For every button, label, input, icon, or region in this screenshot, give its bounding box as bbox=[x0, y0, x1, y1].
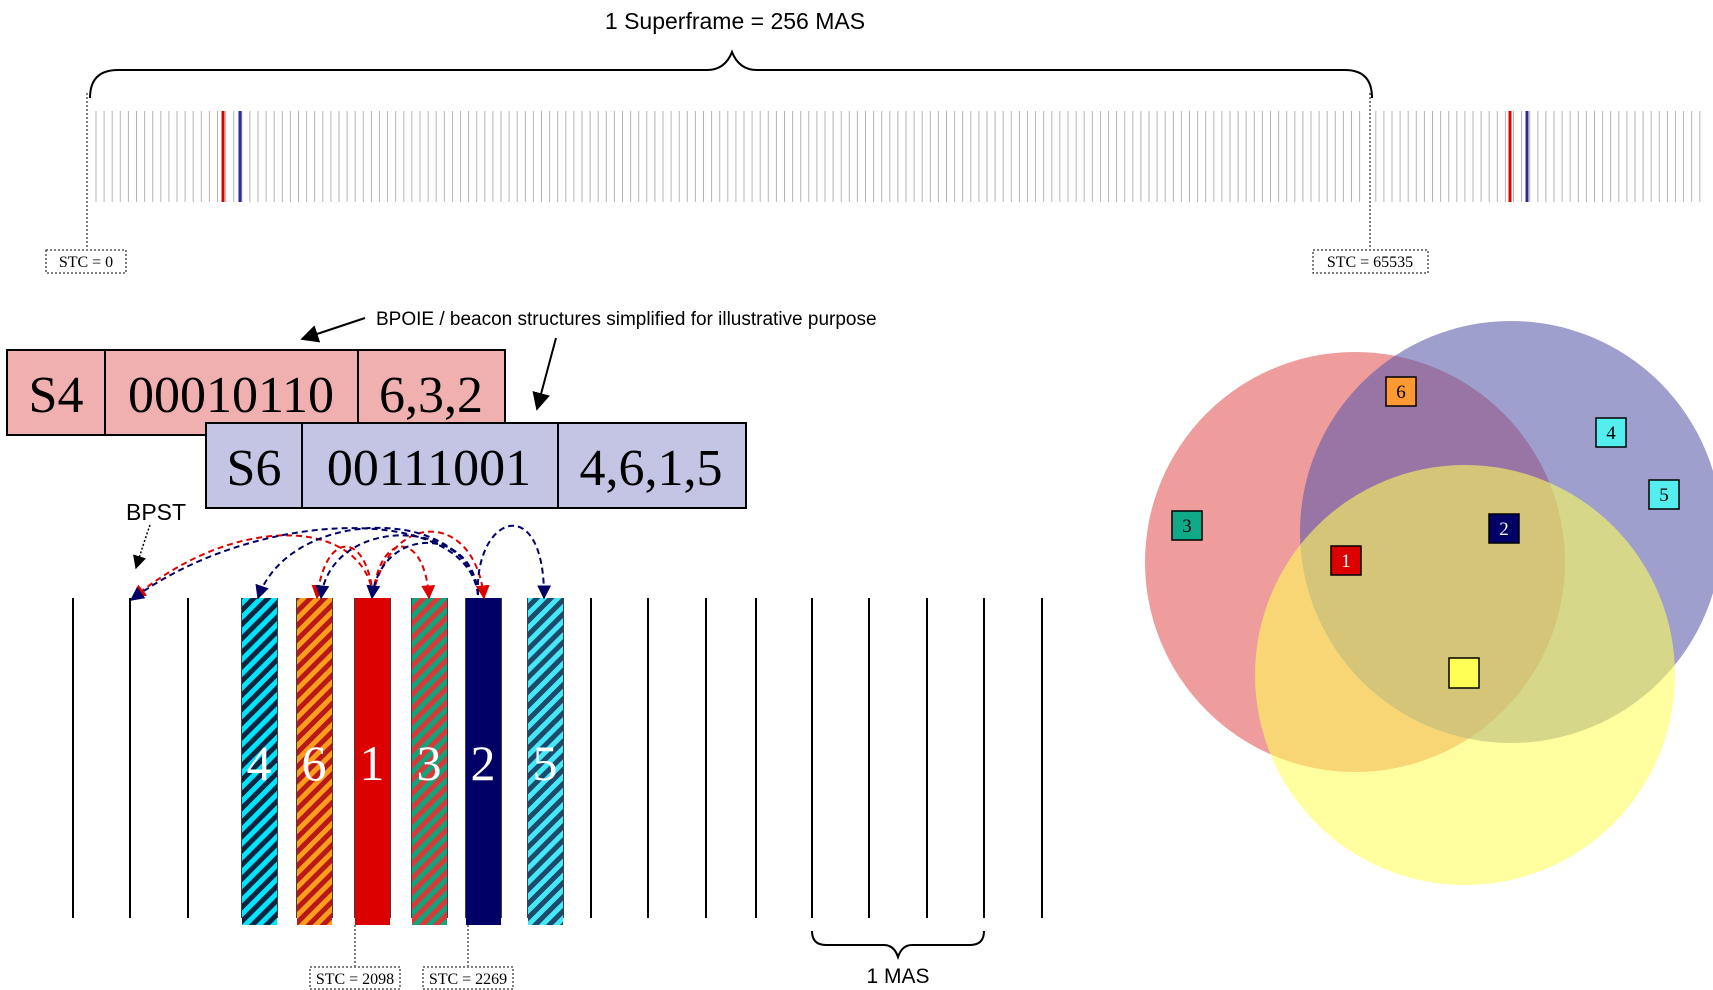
note-arrow-s6 bbox=[532, 337, 557, 411]
beacon-s4-neighbors: 6,3,2 bbox=[379, 367, 483, 424]
arrow-s6-slot6 bbox=[315, 534, 479, 600]
arrow-s6-slot5 bbox=[476, 524, 552, 600]
node-4 bbox=[1595, 417, 1627, 448]
superframe-brace bbox=[89, 49, 1373, 99]
mas-tick-lines bbox=[95, 111, 1701, 202]
arrow-s4-slot6 bbox=[311, 545, 374, 600]
node-2 bbox=[1488, 513, 1520, 544]
beacon-slot-6 bbox=[297, 598, 332, 925]
arrow-s6-bpst bbox=[129, 527, 479, 601]
node-5 bbox=[1648, 479, 1680, 510]
beacon-s4-frame bbox=[6, 349, 506, 436]
mas-brace bbox=[811, 930, 985, 961]
neighborhood-venn: 6 4 5 3 2 1 bbox=[1145, 321, 1713, 885]
node-1 bbox=[1330, 545, 1362, 576]
slot-label-2: 2 bbox=[471, 735, 496, 791]
beacon-s6-frame bbox=[205, 422, 747, 509]
node-5-label: 5 bbox=[1659, 485, 1669, 506]
beacon-slot-5 bbox=[528, 598, 563, 925]
slot-label-5: 5 bbox=[533, 735, 558, 791]
arrow-s4-slot2 bbox=[372, 530, 490, 600]
slot-label-4: 4 bbox=[247, 735, 272, 791]
slot-stc-right-label: STC = 2269 bbox=[429, 971, 507, 988]
node-6-label: 6 bbox=[1396, 382, 1406, 403]
beacon-s6: S6 00111001 4,6,1,5 bbox=[205, 422, 747, 509]
node-3-label: 3 bbox=[1182, 516, 1192, 537]
beacon-slots: 4 6 1 3 2 5 bbox=[242, 598, 563, 925]
node-4-label: 4 bbox=[1606, 423, 1616, 444]
slot-stc-right-box bbox=[422, 966, 514, 990]
stc-start-label: STC = 0 bbox=[59, 254, 113, 271]
bpst-pointer bbox=[133, 524, 151, 570]
beacon-slot-3 bbox=[412, 598, 447, 925]
beacon-s4-bitmap: 00010110 bbox=[128, 367, 334, 424]
superframe-label: 1 Superframe = 256 MAS bbox=[605, 8, 865, 34]
beacon-s6-neighbors: 4,6,1,5 bbox=[580, 440, 723, 497]
arrow-s6-slot1 bbox=[366, 541, 479, 600]
s4-neighbor-arrows bbox=[131, 530, 490, 600]
arrow-s4-bpst bbox=[131, 534, 374, 599]
beacon-slot-2 bbox=[466, 598, 501, 925]
stc-end-box bbox=[1312, 249, 1429, 274]
beacon-s6-bitmap: 00111001 bbox=[327, 440, 531, 497]
beacon-s6-name: S6 bbox=[227, 440, 282, 497]
node-new bbox=[1448, 657, 1480, 689]
arrow-s4-slot3 bbox=[372, 545, 436, 600]
slot-stc-left-label: STC = 2098 bbox=[316, 971, 394, 988]
stc-start-box bbox=[45, 249, 127, 274]
beacon-slot-4 bbox=[242, 598, 277, 925]
slot-label-3: 3 bbox=[417, 735, 442, 791]
beacon-slot-1 bbox=[355, 598, 390, 925]
node-6 bbox=[1385, 376, 1417, 407]
node-2-label: 2 bbox=[1499, 519, 1509, 540]
slot-label-1: 1 bbox=[360, 735, 385, 791]
note-arrow-s4 bbox=[300, 317, 366, 343]
beacon-s4-name: S4 bbox=[29, 367, 84, 424]
mas-label: 1 MAS bbox=[866, 965, 929, 988]
bpst-label: BPST bbox=[126, 499, 186, 525]
stc-end-label: STC = 65535 bbox=[1327, 254, 1413, 271]
bpoie-note: BPOIE / beacon structures simplified for… bbox=[376, 309, 877, 330]
node-3 bbox=[1171, 510, 1203, 541]
arrow-s6-slot4 bbox=[255, 526, 479, 600]
beacon-s4: S4 00010110 6,3,2 bbox=[6, 349, 506, 436]
s6-neighbor-arrows bbox=[129, 524, 552, 601]
slot-label-6: 6 bbox=[302, 735, 327, 791]
node-1-label: 1 bbox=[1341, 551, 1351, 572]
slot-stc-left-box bbox=[309, 966, 401, 990]
